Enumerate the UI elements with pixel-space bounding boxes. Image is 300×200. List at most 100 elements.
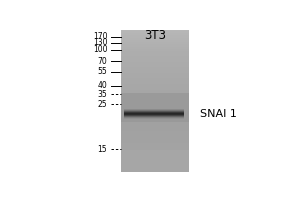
Bar — [121, 95, 189, 96]
Bar — [121, 135, 189, 136]
Bar — [121, 36, 189, 37]
Bar — [121, 76, 189, 77]
Bar — [121, 156, 189, 157]
Bar — [121, 108, 189, 109]
Bar — [121, 69, 189, 70]
Bar — [121, 122, 189, 123]
Bar — [121, 47, 189, 48]
Bar — [121, 61, 189, 62]
Bar — [121, 85, 189, 86]
Bar — [121, 151, 189, 152]
Bar — [121, 93, 189, 94]
Bar — [121, 82, 189, 83]
Bar — [121, 41, 189, 42]
Bar — [121, 80, 189, 81]
Bar — [121, 56, 189, 57]
Bar — [121, 157, 189, 158]
Bar — [121, 168, 189, 169]
Bar — [121, 138, 189, 139]
Bar — [121, 160, 189, 161]
Bar — [121, 42, 189, 43]
Bar — [121, 30, 189, 31]
Bar — [121, 129, 189, 130]
Bar — [121, 55, 189, 56]
Bar — [121, 62, 189, 63]
Bar — [121, 121, 189, 122]
Bar — [121, 125, 189, 126]
Bar — [121, 123, 189, 124]
Bar — [121, 78, 189, 79]
Bar — [121, 63, 189, 64]
Bar — [121, 103, 189, 104]
Text: 55: 55 — [98, 67, 107, 76]
Bar — [121, 128, 189, 129]
Bar — [121, 161, 189, 162]
Bar — [121, 98, 189, 99]
Bar — [121, 73, 189, 74]
Bar — [121, 92, 189, 93]
Bar — [121, 118, 189, 119]
Bar — [121, 51, 189, 52]
Bar — [121, 35, 189, 36]
Bar — [121, 149, 189, 150]
Bar — [121, 139, 189, 140]
Bar — [121, 111, 189, 112]
Bar — [121, 38, 189, 39]
Bar — [121, 131, 189, 132]
Bar — [121, 101, 189, 102]
Bar — [121, 49, 189, 50]
Bar — [121, 83, 189, 84]
Bar — [121, 31, 189, 32]
Bar — [121, 97, 189, 98]
Bar — [121, 109, 189, 110]
Bar — [121, 66, 189, 67]
Bar — [121, 133, 189, 134]
Bar — [121, 105, 189, 106]
Bar — [121, 110, 189, 111]
Bar — [121, 68, 189, 69]
Bar — [121, 48, 189, 49]
Bar — [121, 171, 189, 172]
Bar — [121, 154, 189, 155]
Bar — [121, 87, 189, 88]
Bar — [121, 60, 189, 61]
Bar — [121, 124, 189, 125]
Bar — [121, 112, 189, 113]
Bar — [121, 75, 189, 76]
Bar — [121, 46, 189, 47]
Bar — [121, 84, 189, 85]
Bar — [121, 169, 189, 170]
Bar — [121, 71, 189, 72]
Text: 25: 25 — [98, 100, 107, 109]
Bar — [121, 165, 189, 166]
Bar — [121, 59, 189, 60]
Bar — [121, 119, 189, 120]
Bar — [121, 166, 189, 167]
Bar — [121, 91, 189, 92]
Bar — [121, 127, 189, 128]
Bar — [121, 113, 189, 114]
Bar — [121, 144, 189, 145]
Text: SNAI 1: SNAI 1 — [200, 109, 237, 119]
Bar — [121, 143, 189, 144]
Bar — [121, 45, 189, 46]
Bar — [121, 32, 189, 33]
Bar — [121, 167, 189, 168]
Bar — [121, 40, 189, 41]
Bar — [121, 132, 189, 133]
Bar — [121, 54, 189, 55]
Bar — [121, 86, 189, 87]
Bar — [121, 150, 189, 151]
Bar — [121, 142, 189, 143]
Bar — [121, 96, 189, 97]
Bar — [121, 145, 189, 146]
Bar — [121, 115, 189, 116]
Bar — [121, 58, 189, 59]
Bar — [121, 159, 189, 160]
Text: 35: 35 — [98, 90, 107, 99]
Bar — [121, 72, 189, 73]
Bar — [121, 70, 189, 71]
Text: 100: 100 — [93, 45, 107, 54]
Bar — [121, 44, 189, 45]
Bar — [121, 146, 189, 147]
